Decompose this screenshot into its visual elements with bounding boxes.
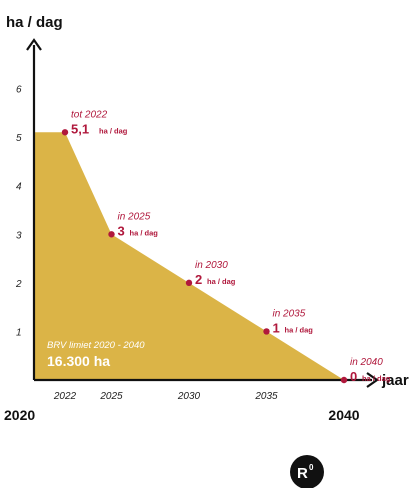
annotation-prefix: in 2040 bbox=[350, 357, 383, 368]
y-tick-label: 5 bbox=[16, 133, 22, 144]
x-tick-label: 2035 bbox=[254, 391, 278, 402]
x-axis-arrow bbox=[366, 372, 379, 388]
area-label: BRV limiet 2020 - 2040 bbox=[47, 340, 145, 351]
x-axis-title: jaar bbox=[381, 372, 409, 389]
annotation-unit: ha / dag bbox=[130, 228, 159, 237]
data-points bbox=[61, 129, 348, 384]
x-tick-label: 2022 bbox=[53, 391, 77, 402]
annotation-unit: ha / dag bbox=[207, 277, 236, 286]
annotation-value: 3 bbox=[118, 223, 125, 238]
y-tick-label: 4 bbox=[16, 182, 22, 193]
data-point bbox=[185, 279, 193, 287]
annotation-value: 5,1 bbox=[71, 121, 89, 136]
data-point bbox=[108, 231, 115, 238]
logo-sup: 0 bbox=[309, 463, 314, 472]
x-tick-label-major: 2040 bbox=[328, 407, 359, 423]
y-axis-arrow bbox=[26, 38, 42, 51]
y-tick-label: 6 bbox=[16, 85, 22, 96]
area-value: 16.300 ha bbox=[47, 353, 110, 369]
y-ticks: 1 2 3 4 5 6 bbox=[15, 85, 22, 339]
logo-circle bbox=[290, 455, 324, 488]
data-point bbox=[61, 129, 69, 136]
area-fill bbox=[34, 132, 344, 380]
annotation-prefix: in 2030 bbox=[195, 260, 228, 271]
data-point bbox=[263, 328, 270, 335]
annotation-prefix: tot 2022 bbox=[71, 109, 108, 120]
logo: R 0 bbox=[290, 455, 324, 488]
x-tick-label: 2030 bbox=[177, 391, 201, 402]
annotation-unit: ha / dag bbox=[99, 126, 128, 135]
annotation-value: 1 bbox=[273, 320, 280, 335]
logo-text: R bbox=[297, 465, 308, 482]
annotation-value: 2 bbox=[195, 272, 202, 287]
annotation-prefix: in 2035 bbox=[273, 308, 306, 319]
y-tick-label: 1 bbox=[16, 327, 22, 338]
data-point bbox=[340, 376, 348, 384]
annotation-value: 0 bbox=[350, 369, 357, 384]
y-axis-title: ha / dag bbox=[6, 14, 63, 31]
y-tick-label: 3 bbox=[16, 230, 22, 241]
annotation-unit: ha / dag bbox=[285, 325, 314, 334]
annotation-unit: ha / dag bbox=[362, 374, 391, 383]
x-tick-label: 2025 bbox=[99, 391, 123, 402]
x-ticks: 2022 2025 2030 2035 2020 2040 bbox=[4, 391, 360, 423]
annotation-prefix: in 2025 bbox=[118, 211, 151, 222]
y-tick-label: 2 bbox=[15, 279, 22, 290]
x-tick-label-major: 2020 bbox=[4, 407, 35, 423]
